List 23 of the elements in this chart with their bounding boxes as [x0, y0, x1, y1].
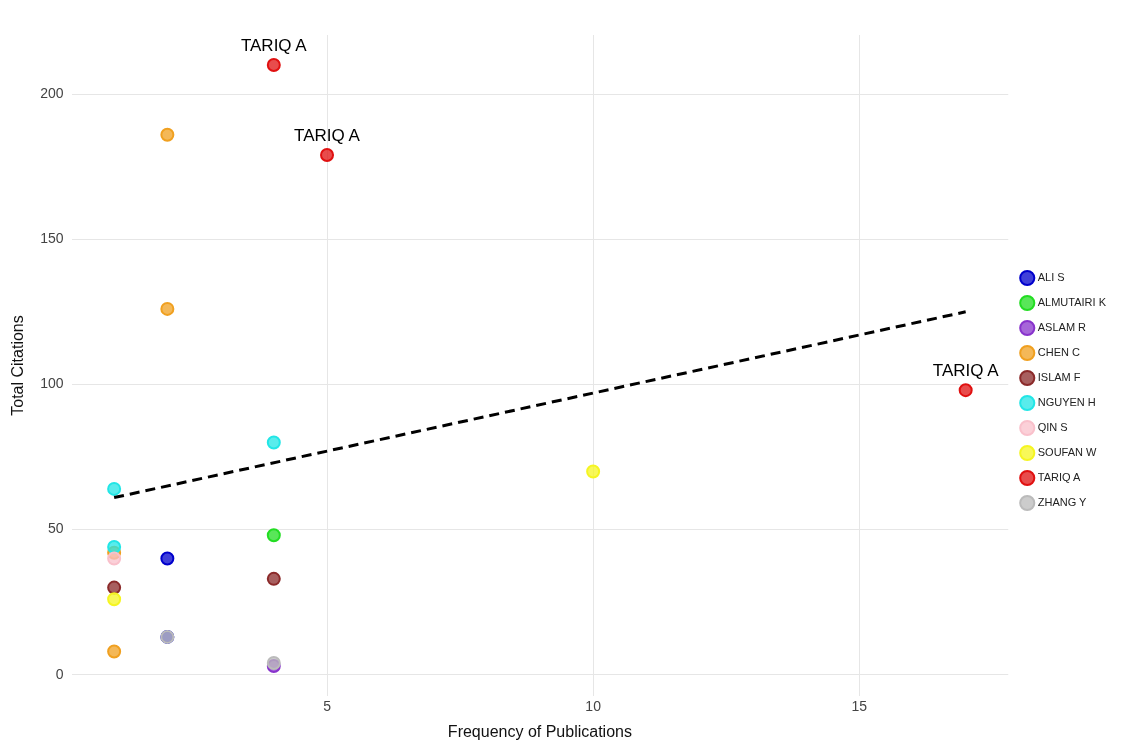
legend-label: ISLAM F [1037, 371, 1081, 384]
y-axis-title: Total Citations [9, 315, 27, 416]
x-tick-label: 15 [851, 698, 868, 715]
y-tick-label: 100 [40, 375, 64, 392]
legend-label: ALI S [1037, 271, 1065, 284]
legend-label: CHEN C [1037, 346, 1080, 359]
legend-label: ZHANG Y [1037, 496, 1088, 509]
x-tick-label: 10 [585, 698, 602, 715]
y-tick-label: 50 [47, 520, 64, 537]
legend-label: ALMUTAIRI K [1037, 296, 1107, 309]
legend-label: TARIQ A [1037, 471, 1081, 484]
y-tick-label: 0 [55, 665, 64, 682]
legend-label: SOUFAN W [1037, 446, 1098, 459]
legend-label: ASLAM R [1037, 321, 1087, 334]
annotation: TARIQ A [932, 361, 1000, 381]
annotation: TARIQ A [240, 36, 308, 56]
legend-label: NGUYEN H [1037, 396, 1096, 409]
y-tick-label: 150 [40, 230, 64, 247]
x-tick-label: 5 [323, 698, 332, 715]
annotation: TARIQ A [294, 126, 361, 146]
x-axis-title: Frequency of Publications [447, 722, 632, 740]
legend-label: QIN S [1037, 421, 1068, 434]
y-tick-label: 200 [40, 84, 64, 101]
